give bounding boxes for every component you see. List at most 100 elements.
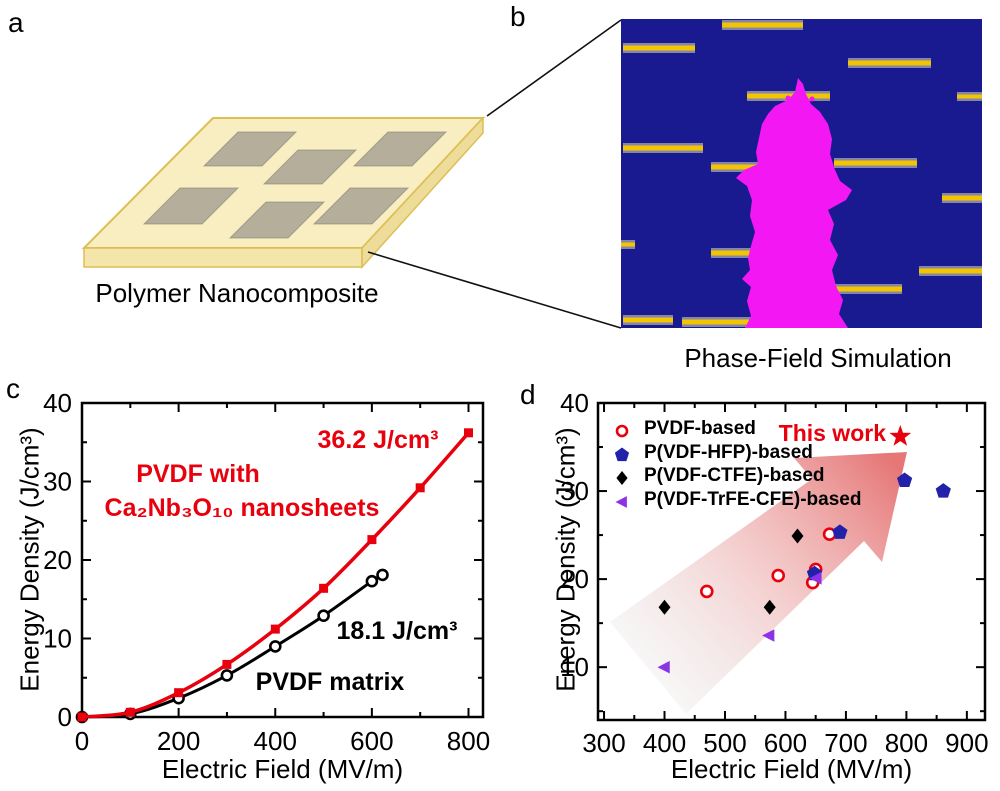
nanosheet-filler-core (623, 317, 673, 323)
legend-label: P(VDF-CTFE)-based (644, 465, 825, 486)
panel-a-letter: a (8, 7, 24, 38)
breakdown-droplet (809, 96, 815, 102)
nanosheet-filler-core (957, 94, 982, 99)
scatter-point-series-1 (832, 524, 848, 539)
nanosheet-filler-core (623, 45, 695, 51)
nanosheet-filler-core (722, 22, 803, 28)
panel-d-x-tick-label: 900 (945, 728, 988, 758)
scatter-point-series-2 (658, 599, 671, 615)
panel-a-illustration (81, 19, 622, 329)
panel-d-x-tick-label: 600 (764, 728, 807, 758)
annotation-matrix-name: PVDF matrix (255, 668, 405, 696)
breakdown-droplet (765, 157, 771, 163)
nanosheet-filler-core (818, 286, 902, 292)
breakdown-droplet (785, 95, 791, 101)
panel-d-y-tick-label: 10 (560, 652, 589, 682)
legend-marker-triangle-left-icon (615, 496, 627, 508)
panel-d-x-tick-label: 700 (824, 728, 867, 758)
series-marker-composite (319, 583, 329, 593)
breakdown-droplet (797, 251, 803, 257)
panel-a-caption: Polymer Nanocomposite (95, 278, 379, 308)
panel-b-caption: Phase-Field Simulation (684, 343, 952, 373)
annotation-composite-name-line2: Ca₂Nb₃O₁₀ nanosheets (104, 494, 380, 522)
series-marker-composite (464, 428, 473, 438)
series-marker-composite (125, 707, 135, 717)
slab-front-face (83, 247, 363, 268)
nanosheet (312, 187, 410, 225)
nanosheet-filler-core (623, 145, 703, 151)
panel-c-y-tick-label: 0 (58, 702, 72, 732)
nanosheet (228, 201, 326, 239)
nanosheet-filler-core (848, 60, 931, 66)
series-marker-matrix (268, 640, 282, 653)
scatter-point-series-3 (657, 660, 670, 674)
legend-marker-1 (614, 447, 630, 462)
nanosheet-filler-core (834, 160, 917, 166)
zoom-line-bottom (367, 251, 622, 329)
nanosheet-filler-core (682, 319, 756, 325)
legend-marker-3 (615, 496, 627, 508)
panel-c-chart: 0 200 400 600 800 0 10 20 30 40 (43, 388, 490, 756)
panel-b-simulation (621, 19, 982, 328)
breakdown-droplet (792, 163, 798, 169)
panel-c-y-tick-label: 40 (43, 388, 72, 418)
annotation-max-energy-composite: 36.2 J/cm³ (317, 426, 439, 454)
panel-d-x-tick-label: 400 (643, 728, 686, 758)
nanosheet (352, 131, 448, 167)
legend-marker-pentagon-icon (614, 447, 630, 462)
series-marker-matrix (365, 574, 379, 588)
legend-marker-2 (616, 471, 628, 485)
zoom-line-top (486, 19, 622, 117)
legend-label: PVDF-based (644, 418, 756, 439)
series-marker-matrix (376, 568, 389, 582)
panel-d-y-tick-label: 40 (560, 388, 589, 418)
panel-c-x-tick-label: 200 (157, 726, 200, 756)
series-marker-composite (367, 535, 377, 545)
breakdown-path (736, 78, 852, 328)
panel-d-y-tick-label: 20 (560, 564, 589, 594)
legend-marker-diamond-icon (616, 471, 628, 485)
scatter-point-series-2 (763, 599, 776, 615)
series-marker-composite (77, 712, 87, 722)
series-marker-composite (174, 688, 184, 698)
panel-b-letter: b (510, 1, 526, 32)
panel-c-y-tick-label: 10 (43, 624, 72, 654)
scatter-point-series-3 (809, 571, 822, 585)
series-marker-composite (222, 659, 232, 669)
panel-d-x-axis-title: Electric Field (MV/m) (670, 754, 913, 784)
panel-d-y-axis-title: Energy Density (J/cm³) (550, 427, 581, 692)
panel-d-chart: 300 400 500 600 700 800 900 10 20 30 40 (560, 388, 988, 758)
panel-c-x-tick-label: 400 (254, 726, 297, 756)
scatter-point-series-1 (897, 472, 913, 487)
nanosheet-filler-core (711, 250, 776, 256)
legend-label: P(VDF-TrFE-CFE)-based (644, 489, 862, 510)
this-work-label: This work (778, 420, 886, 446)
legend-marker-0 (615, 424, 629, 438)
scatter-point-series-0 (699, 584, 714, 599)
annotation-composite-name-line1: PVDF with (136, 460, 260, 488)
series-marker-matrix (220, 669, 234, 682)
panel-d-plot-box (596, 401, 987, 722)
scatter-point-series-0 (771, 568, 786, 583)
panel-d-x-tick-label: 300 (582, 728, 625, 758)
this-work-star (889, 425, 912, 446)
nanosheet (142, 187, 240, 225)
nanosheet-filler-core (942, 195, 982, 201)
annotation-max-energy-matrix: 18.1 J/cm³ (336, 617, 458, 645)
series-marker-composite (270, 624, 280, 634)
panel-c-y-tick-label: 30 (43, 467, 72, 497)
panel-c-letter: c (6, 373, 20, 404)
panel-c-x-tick-label: 800 (447, 726, 490, 756)
series-marker-matrix (317, 609, 330, 623)
nanosheet-filler-core (621, 242, 635, 247)
panel-c-y-axis-title: Energy Density (J/cm³) (14, 427, 45, 692)
slab-right-face (361, 116, 484, 269)
series-marker-composite (415, 483, 425, 493)
panel-d-y-tick-label: 30 (560, 476, 589, 506)
scatter-point-series-3 (762, 629, 775, 642)
trend-arrow (610, 452, 907, 714)
legend-label: P(VDF-HFP)-based (644, 442, 813, 463)
scatter-point-series-1 (935, 483, 951, 498)
